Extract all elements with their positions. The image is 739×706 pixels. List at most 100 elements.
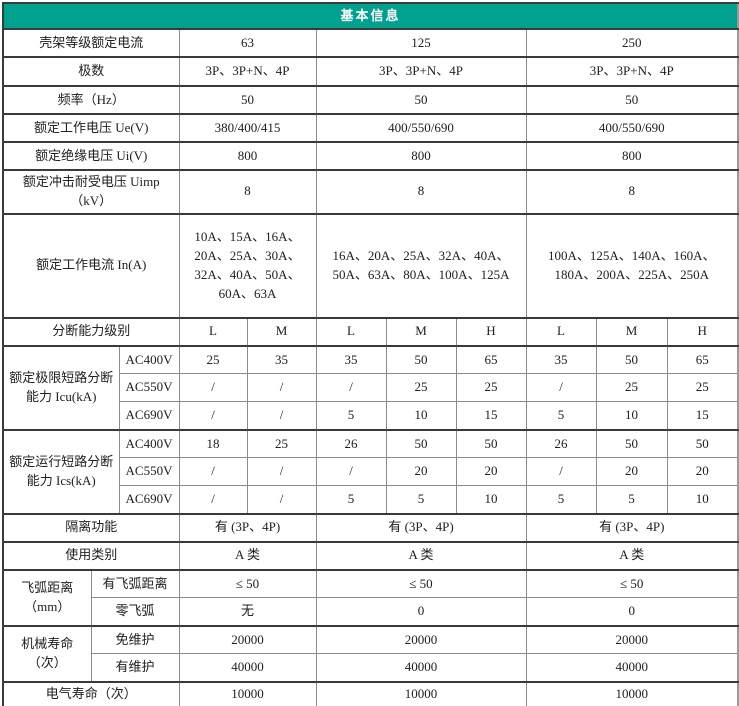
sub-label-ac550v: AC550V — [118, 373, 180, 403]
row-zero-arc: 零飞弧 无 0 0 — [3, 597, 739, 627]
row-mech-life-maintenance-free: 机械寿命（次） 免维护 20000 20000 20000 — [2, 624, 739, 683]
table-cell: / — [246, 401, 317, 431]
label-frequency: 频率（Hz） — [2, 85, 180, 115]
table-cell: A 类 — [178, 540, 317, 571]
row-insulation-voltage: 额定绝缘电压 Ui(V) 800 800 800 — [2, 141, 739, 171]
row-rated-working-voltage: 额定工作电压 Ue(V) 380/400/415 400/550/690 400… — [2, 113, 739, 143]
row-frequency: 频率（Hz） 50 50 50 — [2, 85, 739, 115]
table-cell: 5 — [525, 485, 597, 515]
table-title: 基本信息 — [2, 2, 739, 30]
table-cell: 25 — [455, 373, 527, 403]
table-cell: 10 — [455, 485, 527, 515]
table-cell: H — [666, 316, 739, 347]
table-cell: 800 — [525, 141, 739, 171]
label-poles: 极数 — [2, 56, 180, 87]
row-isolation: 隔离功能 有 (3P、4P) 有 (3P、4P) 有 (3P、4P) — [2, 512, 739, 543]
table-cell: 65 — [666, 344, 739, 375]
sub-label-zero-arc: 零飞弧 — [90, 597, 180, 627]
sub-label-arc-with: 有飞弧距离 — [90, 568, 180, 599]
table-cell: 20 — [455, 457, 527, 487]
table-cell: M — [385, 316, 457, 347]
table-cell: 20000 — [178, 624, 317, 655]
table-cell: 有 (3P、4P) — [178, 512, 317, 543]
table-cell: 15 — [666, 401, 739, 431]
table-cell: 50 — [595, 344, 668, 375]
table-cell: ≤ 50 — [525, 568, 739, 599]
table-cell: / — [246, 457, 317, 487]
table-cell: 20 — [595, 457, 668, 487]
table-cell: 0 — [315, 597, 527, 627]
sub-label-ac690v: AC690V — [118, 401, 180, 431]
table-cell: 50 — [595, 428, 668, 459]
row-icu-ac400v: 额定极限短路分断能力 Icu(kA) AC400V 25 35 35 50 65… — [2, 344, 739, 431]
table-cell: 50 — [315, 85, 527, 115]
label-utilization-category: 使用类别 — [2, 540, 180, 571]
table-cell: 400/550/690 — [525, 113, 739, 143]
table-cell: 35 — [525, 344, 597, 375]
sub-label-ac550v: AC550V — [118, 457, 180, 487]
sub-label-with-maintenance: 有维护 — [90, 653, 180, 683]
table-cell: 125 — [315, 28, 527, 58]
table-cell: 16A、20A、25A、32A、40A、50A、63A、80A、100A、125… — [315, 212, 527, 319]
table-cell: 50 — [385, 344, 457, 375]
table-cell: 25 — [178, 344, 248, 375]
table-cell: / — [315, 373, 387, 403]
table-cell: / — [246, 485, 317, 515]
table-cell: H — [455, 316, 527, 347]
table-cell: 3P、3P+N、4P — [525, 56, 739, 87]
label-breaking-level: 分断能力级别 — [2, 316, 180, 347]
table-cell: 50 — [666, 428, 739, 459]
label-uimp: 额定冲击耐受电压 Uimp （kV） — [2, 169, 180, 215]
table-cell: 5 — [315, 485, 387, 515]
table-header-row: 基本信息 — [2, 2, 739, 30]
table-cell: 10 — [595, 401, 668, 431]
label-frame-rated-current: 壳架等级额定电流 — [2, 28, 180, 58]
table-cell: 26 — [525, 428, 597, 459]
label-arc-distance: 飞弧距离 （mm） — [2, 568, 92, 627]
table-cell: 63 — [178, 28, 317, 58]
label-in: 额定工作电流 In(A) — [2, 212, 180, 319]
table-cell: 40000 — [525, 653, 739, 683]
table-cell: 35 — [246, 344, 317, 375]
row-ics-ac400v: 额定运行短路分断能力 Ics(kA) AC400V 18 25 26 50 50… — [2, 428, 739, 515]
table-cell: 有 (3P、4P) — [315, 512, 527, 543]
table-cell: 3P、3P+N、4P — [178, 56, 317, 87]
table-cell: 10 — [385, 401, 457, 431]
table-cell: ≤ 50 — [178, 568, 317, 599]
table-cell: 800 — [178, 141, 317, 171]
sub-label-ac690v: AC690V — [118, 485, 180, 515]
table-cell: / — [315, 457, 387, 487]
table-cell: M — [246, 316, 317, 347]
table-cell: 100A、125A、140A、160A、180A、200A、225A、250A — [525, 212, 739, 319]
label-ui: 额定绝缘电压 Ui(V) — [2, 141, 180, 171]
table-cell: 400/550/690 — [315, 113, 527, 143]
table-cell: 25 — [246, 428, 317, 459]
table-cell: / — [246, 373, 317, 403]
sub-label-maintenance-free: 免维护 — [90, 624, 180, 655]
table-cell: 26 — [315, 428, 387, 459]
table-cell: L — [315, 316, 387, 347]
table-cell: 18 — [178, 428, 248, 459]
table-cell: 40000 — [315, 653, 527, 683]
table-cell: 50 — [525, 85, 739, 115]
table-cell: ≤ 50 — [315, 568, 527, 599]
table-cell: 250 — [525, 28, 739, 58]
table-cell: 20 — [666, 457, 739, 487]
table-cell: 10000 — [178, 680, 317, 706]
table-cell: 50 — [455, 428, 527, 459]
table-cell: 40000 — [178, 653, 317, 683]
table-cell: 5 — [525, 401, 597, 431]
row-frame-current: 壳架等级额定电流 63 125 250 — [2, 28, 739, 58]
row-breaking-level: 分断能力级别 L M L M H L M H — [2, 316, 739, 347]
row-arc-distance: 飞弧距离 （mm） 有飞弧距离 ≤ 50 ≤ 50 ≤ 50 — [2, 568, 739, 627]
table-cell: 25 — [595, 373, 668, 403]
table-cell: 800 — [315, 141, 527, 171]
table-cell: / — [178, 457, 248, 487]
table-cell: 3P、3P+N、4P — [315, 56, 527, 87]
sub-label-ac400v: AC400V — [118, 344, 180, 375]
row-mech-life-with-maintenance: 有维护 40000 40000 40000 — [3, 653, 739, 683]
table-cell: 无 — [178, 597, 317, 627]
table-cell: 10000 — [525, 680, 739, 706]
table-cell: 25 — [385, 373, 457, 403]
